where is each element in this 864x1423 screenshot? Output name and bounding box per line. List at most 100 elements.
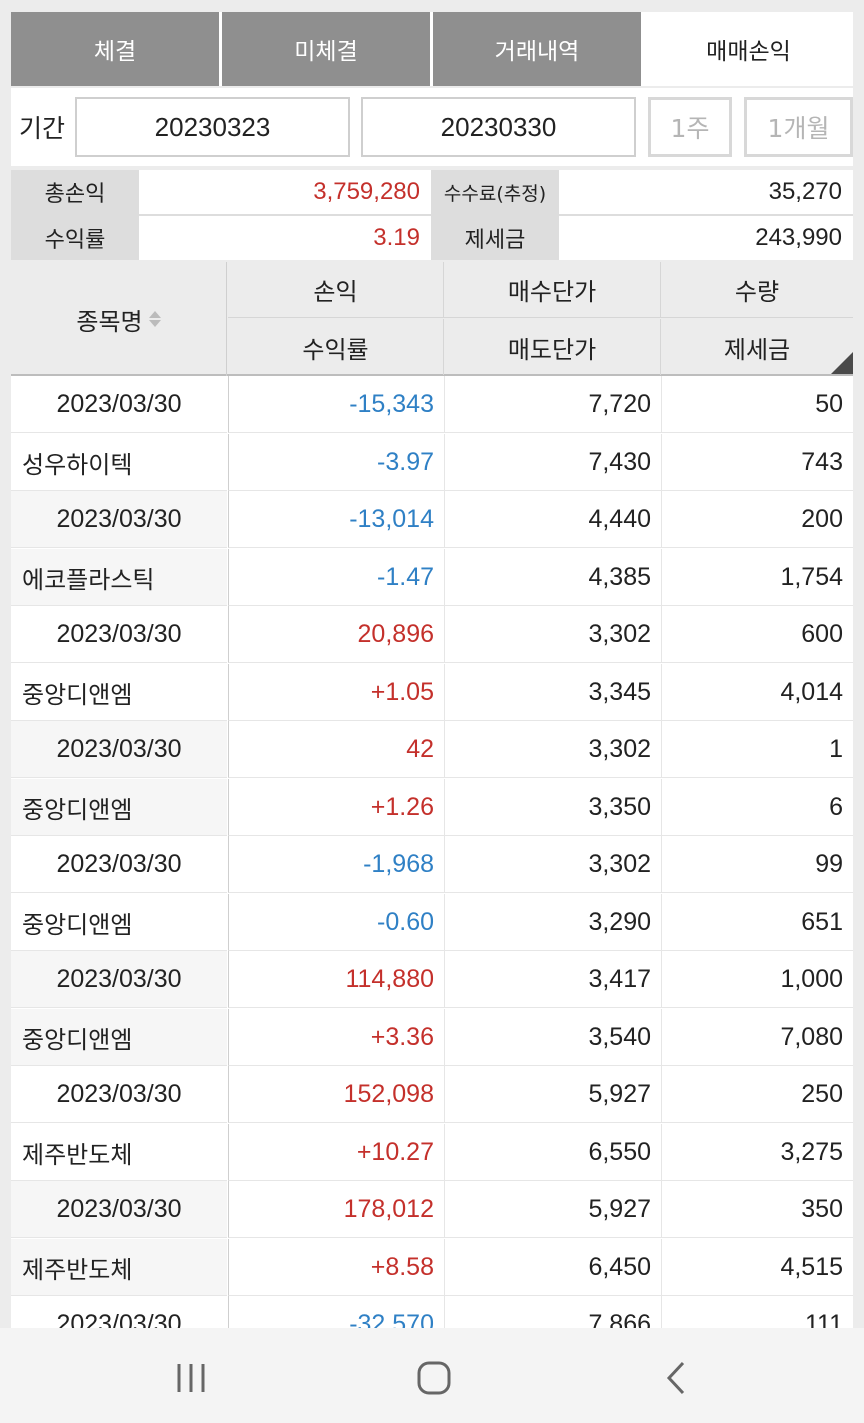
profit-loss: -32,570 xyxy=(228,1296,444,1328)
quantity: 99 xyxy=(661,836,853,893)
sell-price: 7,430 xyxy=(444,434,661,491)
stock-name-header[interactable]: 종목명 xyxy=(11,262,227,376)
tax-header: 제세금 xyxy=(723,335,791,364)
sell-price: 6,550 xyxy=(444,1124,661,1181)
profit-loss: 20,896 xyxy=(228,606,444,663)
start-date-field[interactable]: 20230323 xyxy=(75,97,350,157)
stock-name: 중앙디앤엠 xyxy=(11,894,227,951)
sell-price: 6,450 xyxy=(444,1239,661,1296)
tax: 7,080 xyxy=(661,1009,853,1066)
tax: 4,014 xyxy=(661,664,853,721)
tax: 743 xyxy=(661,434,853,491)
recent-apps-icon[interactable] xyxy=(151,1348,231,1408)
return-rate-label: 수익률 xyxy=(11,216,139,260)
trade-date: 2023/03/30 xyxy=(11,721,227,778)
trade-date: 2023/03/30 xyxy=(11,951,227,1008)
back-icon[interactable] xyxy=(636,1348,716,1408)
profit-loss: -15,343 xyxy=(228,376,444,433)
tab-unexecuted[interactable]: 미체결 xyxy=(222,12,433,86)
tab-transactions[interactable]: 거래내역 xyxy=(433,12,644,86)
tab-executed[interactable]: 체결 xyxy=(11,12,222,86)
profit-loss: 178,012 xyxy=(228,1181,444,1238)
end-date-field[interactable]: 20230330 xyxy=(361,97,636,157)
buy-price: 3,302 xyxy=(444,836,661,893)
buy-price: 5,927 xyxy=(444,1066,661,1123)
buy-price: 4,440 xyxy=(444,491,661,548)
system-navigation-bar xyxy=(0,1328,864,1423)
trade-date: 2023/03/30 xyxy=(11,836,227,893)
period-row: 기간 20230323 20230330 1주 1개월 xyxy=(11,88,853,166)
tax: 6 xyxy=(661,779,853,836)
table-row[interactable]: 2023/03/30 -32,570 7,866 111 xyxy=(11,1296,853,1328)
stock-name-header-label: 종목명 xyxy=(76,307,143,336)
return-rate: -0.60 xyxy=(228,894,444,951)
stock-name: 성우하이텍 xyxy=(11,434,227,491)
summary-row: 수익률 3.19 제세금 243,990 xyxy=(11,216,853,260)
tab-bar: 체결 미체결 거래내역 매매손익 xyxy=(11,12,853,86)
one-week-button[interactable]: 1주 xyxy=(648,97,732,157)
tax: 4,515 xyxy=(661,1239,853,1296)
buy-price: 5,927 xyxy=(444,1181,661,1238)
buy-price: 3,302 xyxy=(444,606,661,663)
table-row[interactable]: 2023/03/30 -13,014 4,440 200 에코플라스틱 -1.47 4,38… xyxy=(11,491,853,606)
quantity: 350 xyxy=(661,1181,853,1238)
stock-name: 제주반도체 xyxy=(11,1239,227,1296)
table-row[interactable]: 2023/03/30 -15,343 7,720 50 성우하이텍 -3.97 7,430 7… xyxy=(11,376,853,491)
table-row[interactable]: 2023/03/30 20,896 3,302 600 중앙디앤엠 +1.05 3,345 4… xyxy=(11,606,853,721)
period-label: 기간 xyxy=(18,114,65,143)
tax-value: 243,990 xyxy=(559,216,853,260)
tax: 3,275 xyxy=(661,1124,853,1181)
sell-price: 3,350 xyxy=(444,779,661,836)
return-rate-value: 3.19 xyxy=(139,216,431,260)
stock-name: 중앙디앤엠 xyxy=(11,779,227,836)
tax: 1,754 xyxy=(661,549,853,606)
fee-value: 35,270 xyxy=(559,170,853,214)
one-month-button[interactable]: 1개월 xyxy=(744,97,853,157)
quantity: 200 xyxy=(661,491,853,548)
return-rate: +1.05 xyxy=(228,664,444,721)
quantity: 600 xyxy=(661,606,853,663)
sell-price: 4,385 xyxy=(444,549,661,606)
profit-loss: 152,098 xyxy=(228,1066,444,1123)
table-row[interactable]: 2023/03/30 178,012 5,927 350 제주반도체 +8.58 6,450… xyxy=(11,1181,853,1296)
total-pl-label: 총손익 xyxy=(11,170,139,214)
return-rate: -1.47 xyxy=(228,549,444,606)
trade-date: 2023/03/30 xyxy=(11,1296,227,1328)
stock-name: 중앙디앤엠 xyxy=(11,664,227,721)
fee-label: 수수료(추정) xyxy=(431,170,559,214)
return-rate: -3.97 xyxy=(228,434,444,491)
sell-price: 3,290 xyxy=(444,894,661,951)
tab-trading-pl[interactable]: 매매손익 xyxy=(644,12,853,86)
home-icon[interactable] xyxy=(394,1348,474,1408)
stock-name: 제주반도체 xyxy=(11,1124,227,1181)
quantity: 1,000 xyxy=(661,951,853,1008)
profit-loss: 114,880 xyxy=(228,951,444,1008)
table-row[interactable]: 2023/03/30 42 3,302 1 중앙디앤엠 +1.26 3,350 6 xyxy=(11,721,853,836)
buy-price: 7,720 xyxy=(444,376,661,433)
return-rate: +8.58 xyxy=(228,1239,444,1296)
quantity: 250 xyxy=(661,1066,853,1123)
table-row[interactable]: 2023/03/30 152,098 5,927 250 제주반도체 +10.27 6,55… xyxy=(11,1066,853,1181)
buy-price: 3,302 xyxy=(444,721,661,778)
quantity-header: 수량 xyxy=(661,262,853,318)
return-rate: +1.26 xyxy=(228,779,444,836)
profit-loss: 42 xyxy=(228,721,444,778)
sell-price: 3,345 xyxy=(444,664,661,721)
buy-price-header: 매수단가 xyxy=(444,262,661,318)
total-pl-value: 3,759,280 xyxy=(139,170,431,214)
summary-panel: 총손익 3,759,280 수수료(추정) 35,270 수익률 3.19 제세… xyxy=(11,170,853,260)
profit-loss: -1,968 xyxy=(228,836,444,893)
table-row[interactable]: 2023/03/30 -1,968 3,302 99 중앙디앤엠 -0.60 3,290 65… xyxy=(11,836,853,951)
tax-label: 제세금 xyxy=(431,216,559,260)
profit-loss: -13,014 xyxy=(228,491,444,548)
trade-list[interactable]: 2023/03/30 -15,343 7,720 50 성우하이텍 -3.97 7,430 7… xyxy=(11,376,853,1328)
table-row[interactable]: 2023/03/30 114,880 3,417 1,000 중앙디앤엠 +3.36 3,5… xyxy=(11,951,853,1066)
pl-header: 손익 xyxy=(228,262,444,318)
quantity: 111 xyxy=(661,1296,853,1328)
buy-price: 3,417 xyxy=(444,951,661,1008)
trade-date: 2023/03/30 xyxy=(11,1181,227,1238)
trade-date: 2023/03/30 xyxy=(11,606,227,663)
trade-date: 2023/03/30 xyxy=(11,491,227,548)
stock-name: 중앙디앤엠 xyxy=(11,1009,227,1066)
quantity: 50 xyxy=(661,376,853,433)
